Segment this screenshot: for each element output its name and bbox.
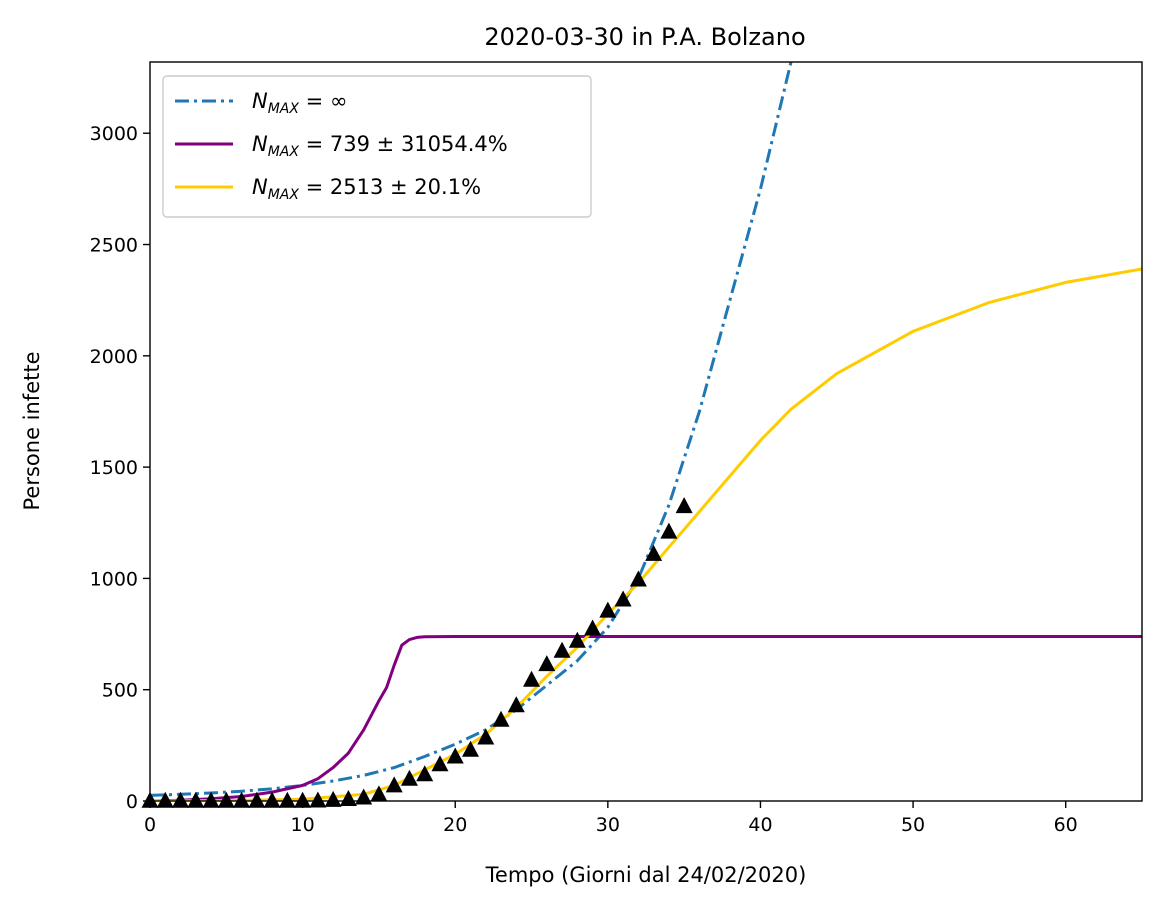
x-tick-label: 50 <box>901 814 925 836</box>
data-point-marker <box>614 590 632 607</box>
plot-frame <box>149 61 1143 802</box>
x-tick-label: 20 <box>443 814 467 836</box>
data-point-marker <box>309 791 327 808</box>
data-point-marker <box>507 696 525 713</box>
x-tick-label: 0 <box>144 814 156 836</box>
data-point-marker <box>431 755 449 772</box>
x-axis: 0 10 20 30 40 50 60 <box>144 801 1078 836</box>
data-point-marker <box>675 497 693 514</box>
data-point-marker <box>263 791 281 808</box>
legend-label: NMAX = ∞ <box>252 89 347 117</box>
data-point-marker <box>233 791 251 808</box>
chart-title: 2020-03-30 in P.A. Bolzano <box>484 23 805 51</box>
data-point-marker <box>172 791 190 808</box>
x-tick-label: 30 <box>596 814 620 836</box>
y-tick-label: 1000 <box>90 568 138 590</box>
data-point-marker <box>416 765 434 782</box>
x-tick-label: 60 <box>1054 814 1078 836</box>
legend: NMAX = ∞ NMAX = 739 ± 31054.4% NMAX = 2513… <box>162 75 592 218</box>
y-tick-label: 2500 <box>90 235 138 257</box>
y-tick-label: 1500 <box>90 457 138 479</box>
data-point-marker <box>324 790 342 807</box>
data-point-marker <box>385 776 403 793</box>
series-line <box>150 62 793 797</box>
data-point-marker <box>660 522 678 539</box>
series-line <box>150 635 1142 801</box>
data-point-marker <box>492 710 510 727</box>
data-point-marker <box>294 791 312 808</box>
data-point-marker <box>446 747 464 764</box>
legend-box <box>162 75 592 218</box>
y-axis-label: Persone infette <box>20 351 44 510</box>
data-point-marker <box>568 631 586 648</box>
data-point-marker <box>156 791 174 808</box>
data-point-marker <box>461 740 479 757</box>
data-point-marker <box>523 670 541 687</box>
data-point-marker <box>553 641 571 658</box>
data-point-marker <box>645 544 663 561</box>
data-point-marker <box>400 769 418 786</box>
data-point-marker <box>202 791 220 808</box>
data-point-marker <box>629 570 647 587</box>
data-point-marker <box>187 791 205 808</box>
data-point-marker <box>538 655 556 672</box>
y-tick-label: 3000 <box>90 123 138 145</box>
data-point-marker <box>339 789 357 806</box>
data-point-marker <box>217 791 235 808</box>
data-point-marker <box>477 728 495 745</box>
data-point-marker <box>278 791 296 808</box>
y-tick-label: 500 <box>102 680 138 702</box>
x-tick-label: 40 <box>748 814 772 836</box>
data-point-marker <box>599 601 617 618</box>
x-tick-label: 10 <box>291 814 315 836</box>
data-point-marker <box>370 785 388 802</box>
x-axis-label: Tempo (Giorni dal 24/02/2020) <box>485 863 807 887</box>
data-point-marker <box>248 791 266 808</box>
legend-label: NMAX = 2513 ± 20.1% <box>252 175 481 203</box>
y-tick-label: 2000 <box>90 346 138 368</box>
data-point-marker <box>584 619 602 636</box>
marker-layer <box>141 497 693 808</box>
y-tick-label: 0 <box>126 791 138 813</box>
y-axis: 0 500 1000 1500 2000 2500 3000 <box>90 123 150 813</box>
legend-label: NMAX = 739 ± 31054.4% <box>252 132 508 160</box>
